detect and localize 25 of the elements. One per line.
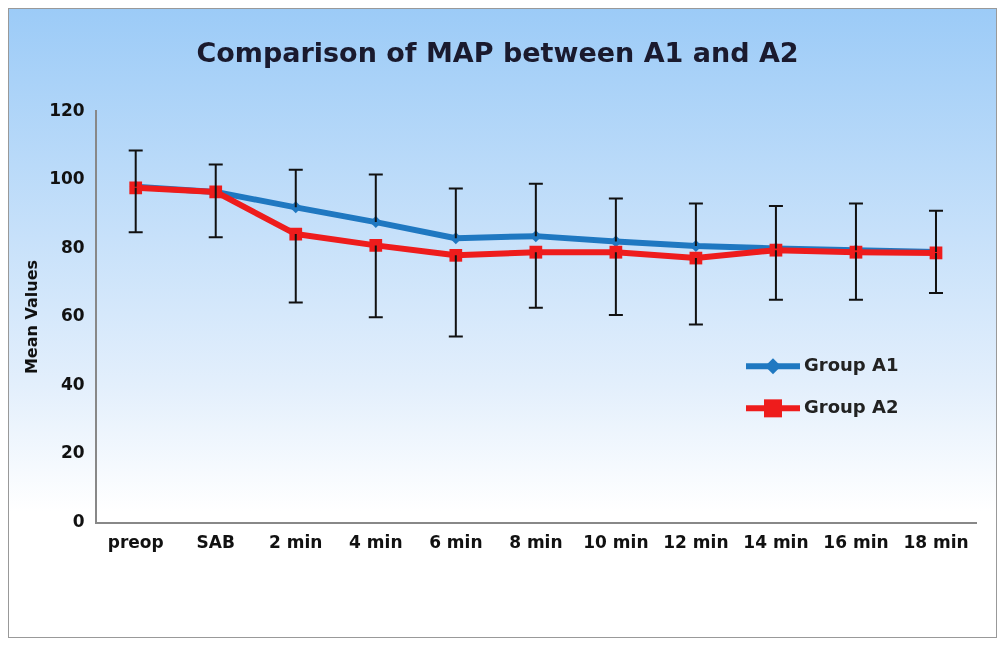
y-tick-label: 80	[61, 236, 85, 257]
chart-title: Comparison of MAP between A1 and A2	[196, 37, 799, 69]
y-tick-label: 60	[61, 305, 85, 326]
x-tick-label: preop	[107, 532, 164, 553]
y-tick-label: 0	[72, 511, 85, 532]
x-tick-label: 16 min	[823, 532, 889, 553]
legend-label: Group A2	[804, 396, 899, 418]
y-tick-label: 120	[49, 99, 85, 120]
point	[529, 245, 543, 259]
x-tick-label: SAB	[196, 532, 235, 553]
legend-label: Group A1	[804, 354, 899, 376]
x-tick-label: 2 min	[269, 532, 323, 553]
x-tick-label: 4 min	[349, 532, 403, 553]
x-tick-label: 14 min	[743, 532, 809, 553]
y-tick-label: 20	[61, 442, 85, 463]
x-tick-label: 18 min	[903, 532, 969, 553]
point	[369, 239, 383, 252]
y-axis-title: Mean Values	[21, 259, 41, 375]
x-tick-label: 6 min	[429, 532, 483, 553]
y-tick-label: 100	[49, 168, 85, 189]
x-tick-label: 12 min	[663, 532, 729, 553]
y-tick-label: 40	[61, 373, 85, 394]
x-tick-label: 10 min	[583, 532, 649, 553]
point	[449, 248, 463, 262]
x-tick-label: 8 min	[509, 532, 563, 553]
